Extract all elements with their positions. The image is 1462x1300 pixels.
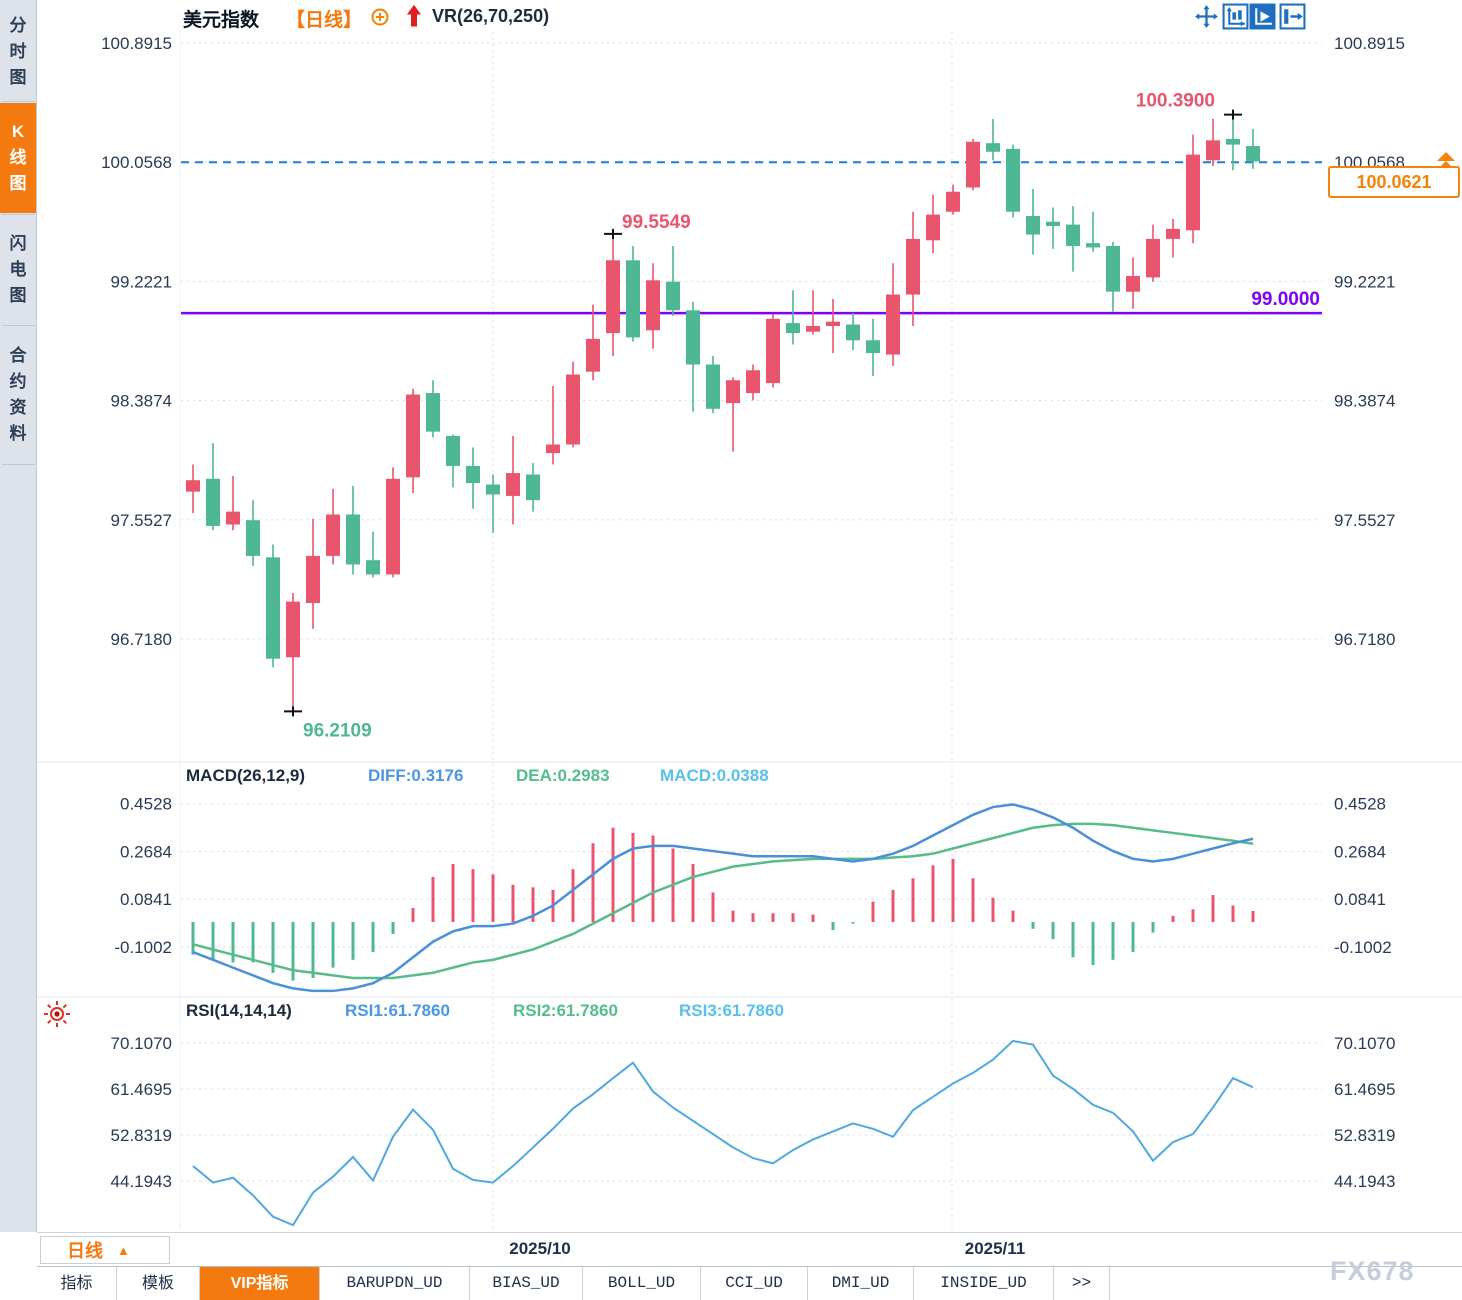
svg-text:100.8915: 100.8915 [101, 34, 172, 53]
svg-text:99.2221: 99.2221 [1334, 272, 1395, 291]
collapse-right-icon[interactable] [1279, 3, 1306, 30]
indicator-tab-10[interactable]: >> [1054, 1267, 1110, 1300]
svg-text:0.2684: 0.2684 [1334, 842, 1386, 861]
indicator-tabs-bar: 指标 模板 VIP指标 BARUPDN_UD BIAS_UD BOLL_UD CCI_UD D… [37, 1266, 1462, 1300]
svg-text:61.4695: 61.4695 [111, 1080, 172, 1099]
svg-text:-0.1002: -0.1002 [114, 938, 172, 957]
svg-text:0.0841: 0.0841 [1334, 890, 1386, 909]
macd-dea-value: DEA:0.2983 [516, 766, 610, 785]
chevron-up-icon: ▲ [117, 1242, 130, 1258]
period-tag[interactable]: 【日线】 [286, 10, 363, 31]
svg-text:61.4695: 61.4695 [1334, 1080, 1395, 1099]
rsi3-value: RSI3:61.7860 [679, 1001, 784, 1020]
svg-text:-0.1002: -0.1002 [1334, 938, 1392, 957]
period-selector-label: 日线 [67, 1241, 103, 1261]
svg-text:44.1943: 44.1943 [111, 1172, 172, 1191]
svg-text:96.7180: 96.7180 [1334, 630, 1395, 649]
x-axis-row: 日线 ▲ 2025/10 2025/11 [37, 1232, 1462, 1266]
svg-text:44.1943: 44.1943 [1334, 1172, 1395, 1191]
sidebar-divider [2, 464, 35, 465]
sidebar-tab-4[interactable]: 合约资料 [9, 346, 27, 443]
indicator-tab-2[interactable]: 模板 [117, 1267, 200, 1300]
sidebar-divider [2, 101, 35, 102]
rsi2-value: RSI2:61.7860 [513, 1001, 618, 1020]
svg-text:99.5549: 99.5549 [622, 212, 691, 233]
svg-text:70.1070: 70.1070 [111, 1034, 172, 1053]
svg-text:0.2684: 0.2684 [120, 842, 172, 861]
x-axis-label: 2025/11 [964, 1239, 1026, 1258]
svg-text:0.4528: 0.4528 [120, 795, 172, 814]
indicator-tab-7[interactable]: CCI_UD [701, 1267, 808, 1300]
svg-text:98.3874: 98.3874 [1334, 392, 1395, 411]
rsi-pane-title[interactable]: RSI(14,14,14) [186, 1001, 292, 1020]
add-indicator-icon[interactable] [371, 8, 389, 26]
indicator-settings-sun-icon[interactable] [44, 1001, 70, 1027]
svg-text:100.8915: 100.8915 [1334, 34, 1405, 53]
svg-text:70.1070: 70.1070 [1334, 1034, 1395, 1053]
brand-watermark: FX678 [1330, 1256, 1415, 1286]
red-up-arrow-icon [405, 3, 423, 28]
svg-text:98.3874: 98.3874 [111, 392, 172, 411]
svg-text:52.8319: 52.8319 [111, 1126, 172, 1145]
indicator-tab-8[interactable]: DMI_UD [808, 1267, 914, 1300]
svg-text:0.4528: 0.4528 [1334, 795, 1386, 814]
indicator-tab-6[interactable]: BOLL_UD [583, 1267, 701, 1300]
svg-text:96.7180: 96.7180 [111, 630, 172, 649]
svg-text:97.5527: 97.5527 [1334, 511, 1395, 530]
sidebar-tab-3[interactable]: 闪电图 [9, 234, 27, 305]
chart-zoom-icon[interactable] [1249, 3, 1276, 30]
macd-value: MACD:0.0388 [660, 766, 769, 785]
indicator-tab-3[interactable]: VIP指标 [200, 1267, 320, 1300]
sidebar-tab-1[interactable]: 分时图 [9, 16, 27, 87]
symbol-title: 美元指数 [183, 10, 260, 31]
crosshair-move-icon[interactable] [1193, 3, 1220, 30]
sidebar-divider [2, 325, 35, 326]
svg-text:100.0568: 100.0568 [101, 153, 172, 172]
axis-range-icon[interactable] [1222, 3, 1249, 30]
period-selector[interactable]: 日线 ▲ [40, 1236, 170, 1264]
svg-text:100.3900: 100.3900 [1136, 91, 1215, 112]
svg-text:97.5527: 97.5527 [111, 511, 172, 530]
svg-text:96.2109: 96.2109 [303, 720, 372, 741]
x-axis-label: 2025/10 [509, 1239, 571, 1258]
indicator-tab-9[interactable]: INSIDE_UD [914, 1267, 1054, 1300]
indicator-tab-1[interactable]: 指标 [37, 1267, 117, 1300]
svg-text:99.2221: 99.2221 [111, 272, 172, 291]
indicator-tab-5[interactable]: BIAS_UD [470, 1267, 583, 1300]
indicator-tab-4[interactable]: BARUPDN_UD [320, 1267, 470, 1300]
macd-pane-title[interactable]: MACD(26,12,9) [186, 766, 306, 785]
macd-diff-value: DIFF:0.3176 [368, 766, 464, 785]
indicator-title[interactable]: VR(26,70,250) [432, 6, 550, 26]
rsi1-value: RSI1:61.7860 [345, 1001, 450, 1020]
current-price-badge: 100.0621 [1328, 166, 1460, 198]
svg-text:52.8319: 52.8319 [1334, 1126, 1395, 1145]
svg-text:99.0000: 99.0000 [1251, 289, 1320, 310]
svg-text:0.0841: 0.0841 [120, 890, 172, 909]
sidebar-divider [2, 214, 35, 215]
